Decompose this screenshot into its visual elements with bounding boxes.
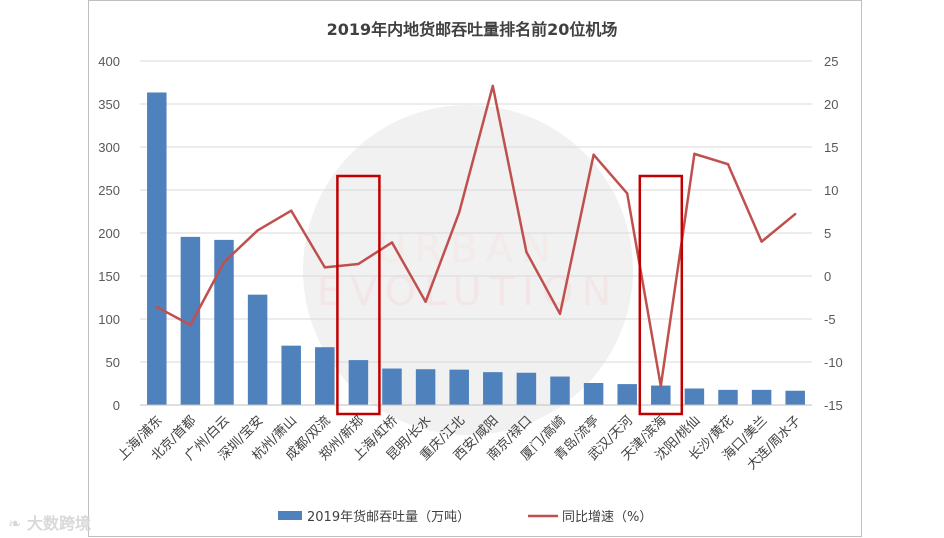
line-point bbox=[155, 305, 158, 309]
line-point bbox=[424, 300, 427, 303]
bar bbox=[684, 388, 705, 405]
bar bbox=[147, 92, 167, 405]
brand-icon: ❧ bbox=[8, 514, 22, 533]
left-tick-label: 300 bbox=[98, 140, 120, 155]
right-tick-label: 5 bbox=[824, 226, 831, 241]
legend-line-label: 同比增速（%） bbox=[562, 510, 652, 525]
left-tick-label: 0 bbox=[113, 398, 120, 413]
highlight-boxes bbox=[336, 174, 684, 416]
bar bbox=[180, 236, 201, 405]
line-point bbox=[256, 229, 259, 232]
brand-text: 大数跨境 bbox=[26, 514, 91, 533]
line-point bbox=[525, 250, 528, 254]
right-tick-label: -15 bbox=[824, 398, 843, 413]
line-point bbox=[794, 212, 797, 216]
line-point bbox=[626, 192, 629, 195]
bar bbox=[718, 389, 738, 405]
bar bbox=[348, 360, 369, 405]
brand-watermark: ❧ 大数跨境 bbox=[8, 510, 91, 534]
bar bbox=[550, 376, 570, 405]
bar bbox=[751, 389, 772, 405]
line-point bbox=[760, 240, 763, 243]
highlight-box bbox=[336, 174, 381, 416]
line-point bbox=[693, 152, 696, 156]
bar bbox=[483, 372, 503, 405]
bar bbox=[382, 368, 402, 405]
line-point bbox=[458, 211, 461, 214]
line-point bbox=[491, 84, 494, 88]
left-tick-label: 350 bbox=[98, 97, 120, 112]
legend-bar-swatch bbox=[278, 511, 302, 520]
right-tick-label: -5 bbox=[824, 312, 836, 327]
line-point bbox=[659, 384, 662, 388]
bar bbox=[651, 385, 671, 405]
right-tick-label: 20 bbox=[824, 97, 838, 112]
line-point bbox=[222, 261, 226, 264]
line-point bbox=[290, 209, 293, 212]
legend: 2019年货邮吞吐量（万吨） 同比增速（%） bbox=[278, 509, 652, 525]
right-tick-label: -10 bbox=[824, 355, 843, 370]
bar bbox=[247, 294, 268, 405]
bar bbox=[315, 347, 335, 405]
bar bbox=[785, 390, 805, 405]
line-series bbox=[155, 84, 797, 388]
left-tick-label: 150 bbox=[98, 269, 120, 284]
left-tick-label: 200 bbox=[98, 226, 120, 241]
bar bbox=[214, 239, 234, 405]
line-point bbox=[592, 153, 595, 156]
bar-series bbox=[147, 92, 805, 405]
line-point bbox=[726, 163, 730, 166]
line-point bbox=[323, 266, 326, 269]
left-tick-label: 400 bbox=[98, 54, 120, 69]
line-point bbox=[558, 312, 562, 316]
bar bbox=[449, 369, 469, 405]
bar bbox=[583, 382, 604, 405]
bar bbox=[617, 384, 637, 405]
right-tick-label: 10 bbox=[824, 183, 838, 198]
bar bbox=[281, 345, 301, 405]
line-point bbox=[189, 323, 192, 327]
right-tick-label: 15 bbox=[824, 140, 838, 155]
right-tick-label: 0 bbox=[824, 269, 831, 284]
legend-bar-label: 2019年货邮吞吐量（万吨） bbox=[307, 509, 470, 525]
chart-title: 2019年内地货邮吞吐量排名前20位机场 bbox=[326, 20, 618, 39]
growth-line bbox=[156, 84, 796, 388]
line-point bbox=[357, 262, 360, 266]
left-tick-label: 250 bbox=[98, 183, 120, 198]
left-tick-label: 100 bbox=[98, 312, 120, 327]
right-tick-label: 25 bbox=[824, 54, 838, 69]
left-tick-label: 50 bbox=[106, 355, 120, 370]
highlight-box bbox=[638, 174, 684, 416]
watermark-circle bbox=[303, 105, 633, 435]
bar bbox=[516, 372, 537, 405]
line-point bbox=[390, 241, 394, 244]
bar bbox=[415, 369, 436, 405]
